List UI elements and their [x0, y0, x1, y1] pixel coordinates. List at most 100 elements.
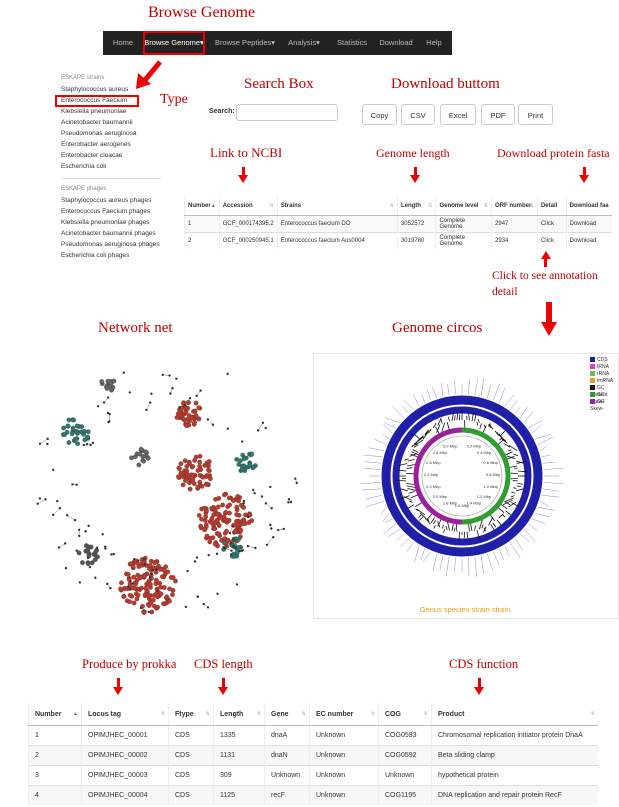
network-node: [196, 416, 202, 422]
sort-icon: ⇅: [483, 203, 489, 209]
network-node: [210, 535, 216, 541]
annotation-click-detail-1: Click to see annotation: [492, 270, 598, 282]
network-node: [129, 455, 134, 461]
excel-button[interactable]: Excel: [440, 104, 476, 125]
sidebar-item-enterobacter-cloacae[interactable]: Enterobacter cloacae: [61, 152, 123, 159]
network-node: [85, 547, 91, 553]
sidebar-item-staphylococcus[interactable]: Staphylococcus aureus: [61, 86, 129, 93]
sidebar-item-acinetobacter-phages[interactable]: Acinetobacter baumannii phages: [61, 230, 156, 237]
search-input[interactable]: [236, 104, 338, 121]
col-orf-number[interactable]: ORF number ⇅: [491, 197, 538, 216]
accession-link[interactable]: GCF_000174395.2: [218, 215, 278, 233]
network-node: [192, 458, 197, 463]
cell-ftype: CDS: [168, 785, 214, 805]
copy-button[interactable]: Copy: [362, 104, 397, 125]
nav-help[interactable]: Help: [426, 38, 442, 47]
nav-download[interactable]: Download: [379, 38, 413, 47]
pdf-button[interactable]: PDF: [481, 104, 515, 125]
nav-home[interactable]: Home: [112, 38, 133, 47]
annotation-cds-function: CDS function: [449, 657, 519, 671]
circos-gene-label: [400, 538, 409, 548]
download-link[interactable]: Download: [565, 232, 612, 249]
sidebar-item-pseudomonas-phages[interactable]: Pseudomonas aeruginosa phages: [61, 241, 160, 248]
network-node: [253, 492, 256, 495]
cell-product: hypothetical protein: [431, 765, 598, 786]
col-cog[interactable]: COG ⇅: [378, 703, 432, 726]
sort-icon: ⇅: [256, 710, 261, 717]
network-node: [182, 417, 187, 423]
col-genome-level[interactable]: Genome level ⇅: [435, 197, 492, 216]
network-graph: [36, 371, 298, 615]
sidebar-item-staphylococcus-phages[interactable]: Staphylococcus aureus phages: [61, 197, 152, 204]
circos-gc-content: [406, 485, 417, 489]
circos-gene-label: [360, 482, 381, 484]
col-detail[interactable]: Detail: [536, 197, 567, 216]
circos-gc-content: [403, 458, 409, 461]
col-cds-length[interactable]: Length ⇅: [213, 703, 265, 726]
col-ec-number[interactable]: EC number ⇅: [309, 703, 379, 726]
sidebar-item-enterobacter-aerogenes[interactable]: Enterobacter aerogenes: [61, 141, 131, 148]
col-gene[interactable]: Gene ⇅: [264, 703, 310, 726]
circos-tick-label: 2.2 Mbp: [426, 484, 441, 489]
network-node: [195, 484, 201, 490]
circos-tick-label: 0.6 Mbp: [483, 460, 498, 465]
network-node: [227, 510, 232, 516]
csv-button[interactable]: CSV: [401, 104, 435, 125]
network-node: [38, 442, 42, 445]
sidebar-item-pseudomonas[interactable]: Pseudomonas aeruginosa: [61, 130, 137, 137]
network-node: [89, 443, 92, 447]
network-node: [242, 499, 246, 503]
col-number-label: Number: [188, 203, 211, 209]
network-node: [46, 437, 49, 441]
col-ftype[interactable]: Ftype ⇅: [168, 703, 214, 726]
col-length[interactable]: Length ⇅: [396, 197, 436, 216]
network-node: [170, 575, 176, 580]
col-download-faa[interactable]: Download faa: [565, 197, 612, 216]
network-node: [167, 586, 172, 592]
circos-gene-label: [524, 529, 536, 542]
cell-ec-number: Unknown: [309, 725, 379, 746]
circos-gene-label: [504, 394, 514, 407]
circos-gc-content: [511, 491, 516, 494]
network-node: [64, 566, 68, 570]
network-edge: [265, 503, 272, 509]
nav-browse-peptides[interactable]: Browse Peptides▾: [214, 38, 276, 47]
circos-gene-label: [537, 436, 554, 445]
sidebar-item-acinetobacter[interactable]: Acinetobacter baumannii: [61, 119, 133, 126]
network-node: [77, 528, 81, 532]
sidebar-item-klebsiella[interactable]: Klebsiella pneumoniae: [61, 108, 127, 115]
col-cds-number[interactable]: Number ▲: [28, 703, 82, 726]
col-number[interactable]: Number ▲: [184, 197, 220, 216]
nav-statistics[interactable]: Statistics: [336, 38, 367, 47]
circos-gc-content: [424, 517, 431, 525]
network-node: [272, 536, 275, 539]
col-product[interactable]: Product ⇅: [431, 703, 598, 726]
detail-link[interactable]: Click: [536, 215, 567, 233]
sidebar-item-escherichia-phages[interactable]: Escherichia coli phages: [61, 252, 130, 259]
network-node: [223, 517, 229, 522]
network-node: [88, 544, 94, 550]
detail-link[interactable]: Click: [536, 232, 567, 249]
sidebar-item-klebsiella-phages[interactable]: Klebsiella pneumoniae phages: [61, 219, 150, 226]
col-locus-tag[interactable]: Locus tag ⇅: [81, 703, 169, 726]
network-node: [73, 429, 79, 434]
network-node: [187, 418, 193, 424]
accession-link[interactable]: GCF_000250945.1: [218, 232, 278, 249]
col-strains[interactable]: Strains ⇅: [276, 197, 398, 216]
nav-browse-genome[interactable]: Browse Genome▾: [144, 38, 204, 47]
network-node: [206, 418, 210, 421]
circos-gc-content: [398, 463, 408, 467]
legend-label: GC Skew-: [590, 399, 605, 412]
circos-gene-label: [414, 545, 420, 563]
sidebar-item-escherichia[interactable]: Escherichia coli: [61, 163, 107, 170]
sidebar-item-enterococcus-phages[interactable]: Enterococcus Faecium phages: [61, 208, 151, 215]
network-node: [143, 563, 147, 566]
circos-gc-content: [468, 523, 470, 532]
network-node: [138, 446, 144, 452]
print-button[interactable]: Print: [518, 104, 553, 125]
download-link[interactable]: Download: [565, 215, 612, 233]
nav-analysis[interactable]: Analysis▾: [288, 38, 320, 47]
sidebar-item-enterococcus[interactable]: Enterococcus Faecium: [61, 97, 128, 104]
col-accession[interactable]: Accession ⇅: [218, 197, 278, 216]
network-node: [73, 518, 77, 522]
